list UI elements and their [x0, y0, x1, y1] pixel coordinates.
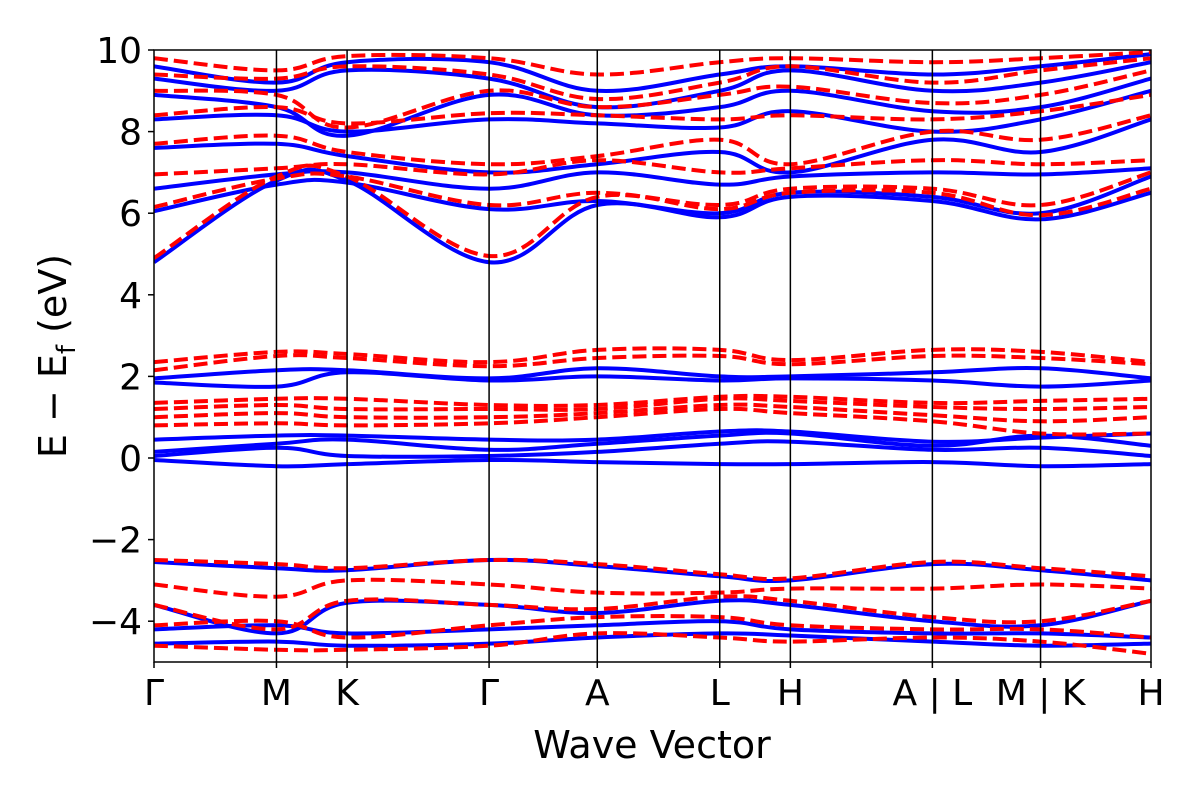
y-axis-title-unit: (eV): [31, 254, 75, 345]
y-tick-label: −2: [89, 521, 142, 562]
y-tick-label: 10: [96, 31, 142, 72]
dashed-band-line: [154, 113, 1151, 167]
y-tick-label: 4: [119, 276, 142, 317]
dashed-band-line: [154, 557, 1151, 582]
solid-band-line: [154, 174, 1151, 216]
dashed-band-line: [154, 406, 1151, 437]
x-tick-label: A | L: [893, 673, 973, 714]
plot-frame: [153, 49, 1152, 663]
x-tick-label: L: [710, 673, 730, 714]
y-axis-title-main: E − E: [31, 354, 75, 458]
x-axis-title: Wave Vector: [533, 723, 771, 767]
dashed-band-line: [154, 170, 1151, 210]
x-tick-label: Γ: [144, 673, 164, 714]
high-symmetry-lines: [275, 50, 1042, 662]
dashed-band-line: [154, 50, 1151, 77]
dashed-band-line: [154, 158, 1151, 177]
solid-band-line: [154, 366, 1151, 381]
dashed-band-line: [154, 353, 1151, 373]
y-axis-ticks: −4 −2 0 2 4 6 8 10: [89, 31, 154, 643]
x-tick-label: Γ: [479, 673, 499, 714]
dashed-band-line: [154, 393, 1151, 408]
x-tick-label: H: [777, 673, 804, 714]
dashed-band-line: [154, 402, 1151, 424]
solid-band-line: [154, 370, 1151, 389]
solid-band-line: [154, 166, 1151, 191]
x-tick-label: K: [335, 673, 360, 714]
x-tick-label: M | K: [996, 673, 1087, 714]
y-tick-label: 6: [119, 194, 142, 235]
y-tick-label: −4: [89, 602, 142, 643]
dashed-band-line: [154, 396, 1151, 412]
y-axis-title-subscript: f: [52, 344, 82, 354]
x-tick-label: M: [261, 673, 292, 714]
x-tick-label: A: [585, 673, 610, 714]
dashed-band-line: [154, 631, 1151, 656]
y-tick-label: 0: [119, 439, 142, 480]
solid-band-line: [154, 439, 1151, 459]
solid-band-line: [154, 598, 1151, 636]
dashed-band-line: [154, 56, 1151, 102]
solid-band-line: [154, 557, 1151, 584]
dashed-band-line: [154, 346, 1151, 365]
dashed-band-line: [154, 68, 1151, 130]
solid-band-line: [154, 76, 1151, 138]
solid-band-line: [154, 428, 1151, 444]
solid-band-line: [154, 117, 1151, 175]
bands-layer: [154, 50, 1151, 656]
solid-band-line: [154, 52, 1151, 94]
y-tick-label: 8: [119, 113, 142, 154]
solid-band-line: [154, 619, 1151, 640]
solid-band-line: [154, 457, 1151, 469]
y-tick-label: 2: [119, 357, 142, 398]
x-tick-label: H: [1137, 673, 1164, 714]
dashed-band-line: [154, 594, 1151, 632]
x-axis-ticks: Γ M K Γ A L H A | L M | K H: [144, 662, 1165, 714]
y-axis-title: E − Ef (eV): [31, 254, 82, 458]
